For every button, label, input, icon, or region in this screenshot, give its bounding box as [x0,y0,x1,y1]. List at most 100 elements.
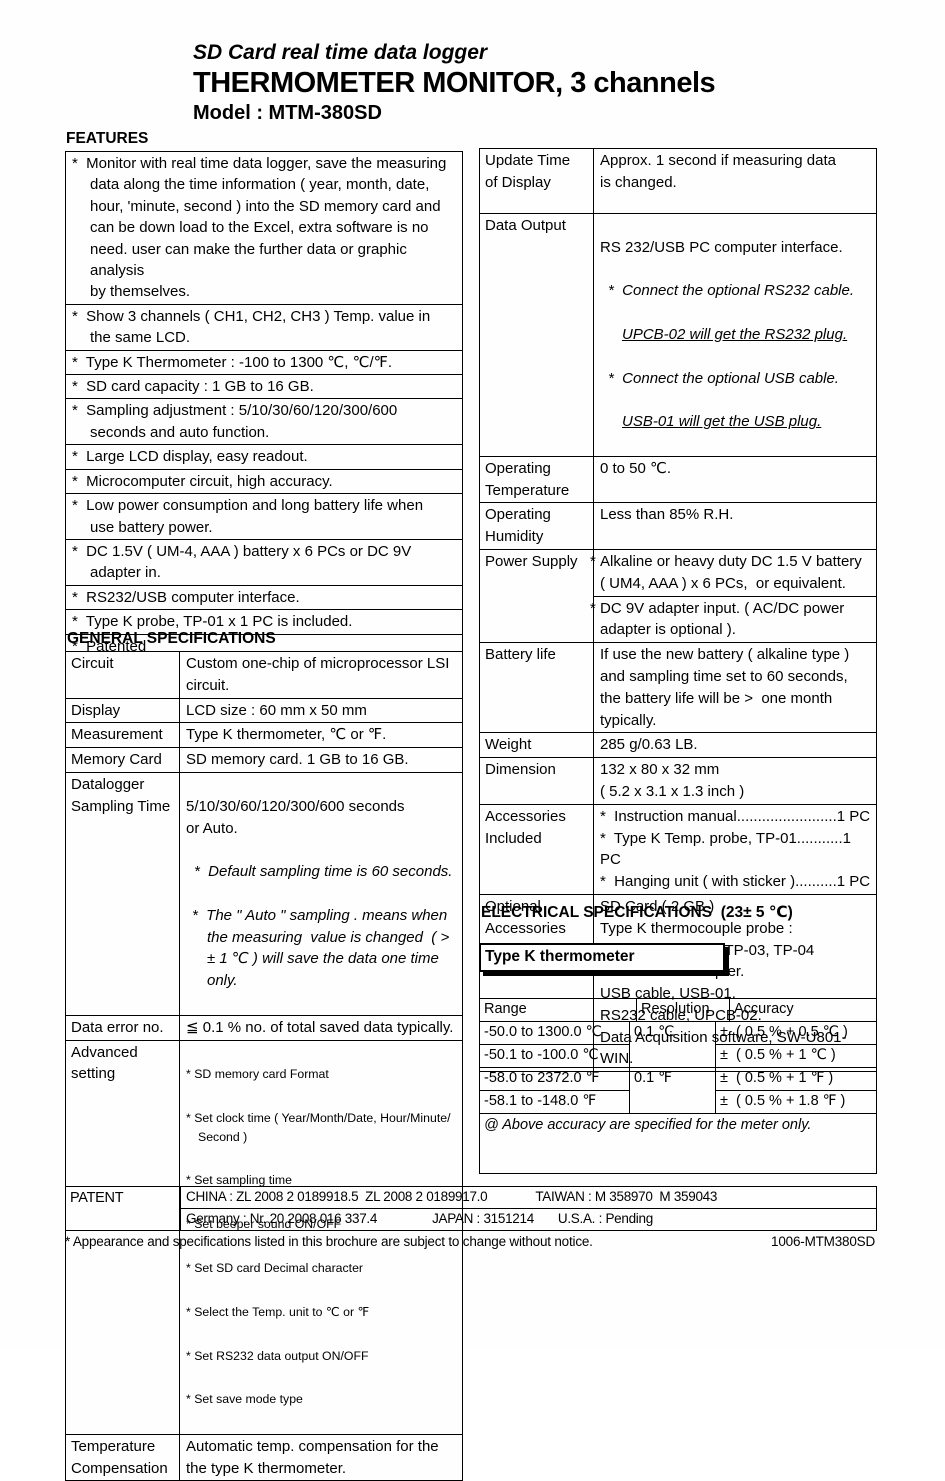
accuracy-cells-celsius: ± ( 0.5 % + 0.5 ℃ ) ± ( 0.5 % + 1 ℃ ) [716,1022,876,1067]
patent-table: PATENT CHINA : ZL 2008 2 0189918.5 ZL 20… [65,1186,877,1231]
patent-germany: Germany : Nr. 20 2008 016 337.4 [186,1211,378,1226]
feature-text: * RS232/USB computer interface. [72,588,300,606]
data-output-note: * Connect the optional USB cable. [608,369,839,387]
spec-row-data-output: Data Output RS 232/USB PC computer inter… [480,213,876,456]
product-tagline: SD Card real time data logger [193,41,488,64]
spec-label: Data error no. [66,1015,180,1040]
underlined-text: USB-01 will get the USB plug. [622,413,822,431]
feature-text: * Microcomputer circuit, high accuracy. [72,472,333,490]
range-cells-fahrenheit: -58.0 to 2372.0 ℉ -58.1 to -148.0 ℉ [480,1067,630,1113]
spec-row-operating-humidity: Operating Humidity Less than 85% R.H. [480,502,876,549]
spec-label: Temperature Compensation [66,1434,180,1481]
spec-value: Type K thermometer, ℃ or ℉. [186,726,387,744]
datasheet-page: SD Card real time data logger THERMOMETE… [65,41,877,1481]
resolution-cell-fahrenheit: 0.1 ℉ [630,1067,716,1113]
advanced-item: * Set sampling time [186,1173,292,1188]
spec-row-update-time: Update Time of Display Approx. 1 second … [480,149,876,213]
power-supply-values: * Alkaline or heavy duty DC 1.5 V batter… [590,550,876,642]
range-cell: -50.0 to 1300.0 ℃ [484,1023,602,1040]
datalogger-note: * Default sampling time is 60 seconds. [194,863,453,881]
electrical-specs-section: ELECTRICAL SPECIFICATIONS (23± 5 ℃) Type… [479,903,877,1174]
footer-disclaimer: * Appearance and specifications listed i… [65,1234,593,1249]
patent-japan: JAPAN : 3151214 [432,1211,534,1226]
spec-label: Display [66,698,180,723]
resolution-cell-celsius: 0.1 ℃ [630,1021,716,1067]
resolution-cell: 0.1 ℉ [634,1069,672,1086]
spec-value: RS 232/USB PC computer interface. * Conn… [594,214,876,456]
datalogger-note: * The " Auto " sampling . means when the… [192,906,450,990]
feature-text: * Low power consumption and long battery… [72,497,424,536]
spec-label: Optional Accessories [480,894,594,1072]
col-header-accuracy: Accuracy [734,1000,794,1017]
feature-row: * Show 3 channels ( CH1, CH2, CH3 ) Temp… [66,303,462,350]
spec-label: Update Time of Display [480,149,594,213]
feature-text: * Sampling adjustment : 5/10/30/60/120/3… [72,402,398,441]
electrical-specs-heading: ELECTRICAL SPECIFICATIONS (23± 5 ℃) [481,904,793,921]
spec-label: Circuit [66,652,180,698]
spec-value: Less than 85% R.H. [600,506,734,524]
document-code: 1006-MTM380SD [771,1234,875,1249]
spec-value: 5/10/30/60/120/300/600 seconds or Auto. … [180,773,462,1015]
accuracy-cells-fahrenheit: ± ( 0.5 % + 1 ℉ ) ± ( 0.5 % + 1.8 ℉ ) [716,1068,876,1113]
model-number: Model : MTM-380SD [193,102,382,124]
spec-label: Operating Humidity [480,503,594,549]
feature-row: * Large LCD display, easy readout. [66,444,462,468]
feature-text: * DC 1.5V ( UM-4, AAA ) battery x 6 PCs … [72,542,412,582]
spec-value: * Instruction manual....................… [600,807,871,891]
features-section: FEATURES * Monitor with real time data l… [65,129,463,659]
accuracy-cell: ± ( 0.5 % + 1.8 ℉ ) [716,1089,876,1113]
patent-label: PATENT [66,1187,181,1230]
advanced-item: * Set SD card Decimal character [186,1261,364,1276]
spec-value: If use the new battery ( alkaline type )… [600,646,850,729]
spec-row-operating-temperature: Operating Temperature 0 to 50 ℃. [480,455,876,503]
feature-row: * Low power consumption and long battery… [66,493,462,539]
feature-row: * Monitor with real time data logger, sa… [66,152,462,304]
feature-text: * Type K probe, TP-01 x 1 PC is included… [72,613,353,631]
electrical-table: Range Resolution Accuracy -50.0 to 1300.… [479,997,877,1174]
spec-label: Measurement [66,723,180,748]
patent-taiwan: TAIWAN : M 358970 M 359043 [535,1189,718,1204]
general-specs-heading: GENERAL SPECIFICATIONS [67,630,276,647]
electrical-header-row: Range Resolution Accuracy [480,998,876,1021]
spec-value: Automatic temp. compensation for the the… [186,1437,439,1477]
spec-row-battery-life: Battery life If use the new battery ( al… [480,642,876,733]
col-header-resolution: Resolution [637,998,730,1021]
spec-value: Approx. 1 second if measuring data is ch… [600,152,836,191]
resolution-cell: 0.1 ℃ [634,1023,675,1040]
features-table: * Monitor with real time data logger, sa… [65,151,463,659]
advanced-item: * Set save mode type [186,1392,303,1407]
spec-label: Memory Card [66,748,180,772]
data-output-note-underlined: USB-01 will get the USB plug. [600,411,874,433]
feature-text: * Monitor with real time data logger, sa… [72,155,447,301]
general-specs-section: GENERAL SPECIFICATIONS Circuit Custom on… [65,629,463,1481]
data-output-main: RS 232/USB PC computer interface. [600,238,843,256]
spec-row-memory-card: Memory Card SD memory card. 1 GB to 16 G… [66,747,462,772]
advanced-item: * Select the Temp. unit to ℃ or ℉ [186,1304,370,1319]
feature-text: * Show 3 channels ( CH1, CH2, CH3 ) Temp… [72,307,431,347]
spec-value: SD memory card. 1 GB to 16 GB. [186,751,409,769]
patent-values: CHINA : ZL 2008 2 0189918.5 ZL 2008 2 01… [181,1187,876,1230]
spec-label: Dimension [480,758,594,804]
spec-row-weight: Weight 285 g/0.63 LB. [480,732,876,758]
spec-table-right: Update Time of Display Approx. 1 second … [479,148,877,1073]
range-cell: -58.1 to -148.0 ℉ [480,1089,629,1113]
accuracy-cell: ± ( 0.5 % + 0.5 ℃ ) [720,1023,848,1040]
advanced-item: * Set beeper sound ON/OFF [186,1217,342,1232]
feature-row: * Patented [66,633,462,658]
electrical-band-celsius: -50.0 to 1300.0 ℃ -50.1 to -100.0 ℃ 0.1 … [480,1020,876,1067]
power-supply-battery: * Alkaline or heavy duty DC 1.5 V batter… [590,552,862,592]
feature-row: * Type K probe, TP-01 x 1 PC is included… [66,609,462,633]
range-cell: -50.1 to -100.0 ℃ [480,1043,629,1067]
spec-label: Data Output [480,214,594,456]
feature-text: * Large LCD display, easy readout. [72,448,308,466]
range-cells-celsius: -50.0 to 1300.0 ℃ -50.1 to -100.0 ℃ [480,1021,630,1067]
spec-value: 0 to 50 ℃. [600,459,672,477]
page-title: THERMOMETER MONITOR, 3 channels [193,67,716,99]
spec-label: Power Supply [480,549,594,643]
features-heading: FEATURES [66,130,149,147]
spec-row-measurement: Measurement Type K thermometer, ℃ or ℉. [66,722,462,748]
spec-label: Advanced setting [66,1040,180,1434]
accuracy-cell: ± ( 0.5 % + 1 ℃ ) [716,1043,876,1067]
spec-label: Weight [480,733,594,758]
electrical-accuracy-note: @ Above accuracy are specified for the m… [480,1112,876,1173]
